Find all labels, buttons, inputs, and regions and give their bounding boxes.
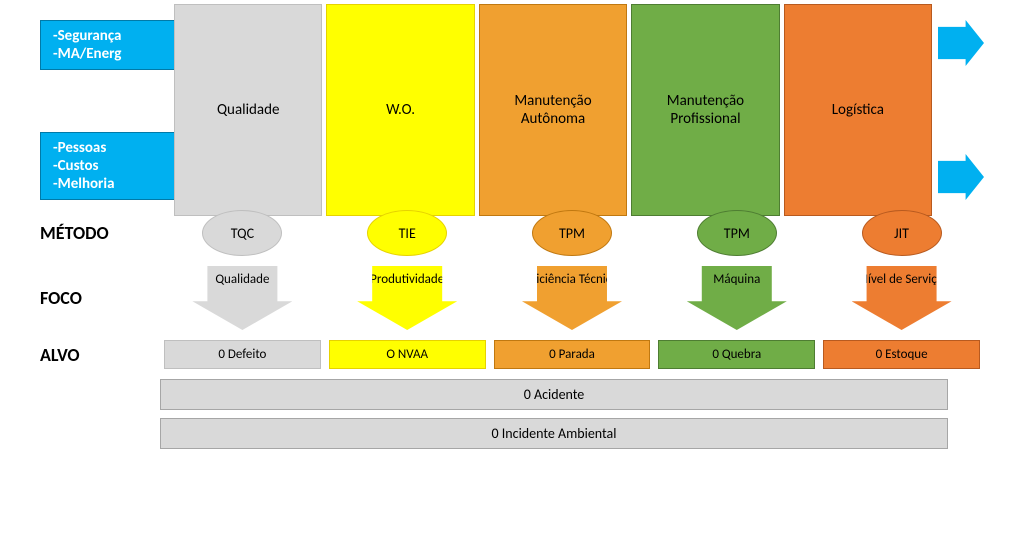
- foco-items: Qualidade Produtividade Eficiência Técnica…: [160, 266, 984, 330]
- alvo-bar: 0 Acidente: [160, 379, 948, 410]
- input-box-top: -Segurança-MA/Energ: [40, 20, 176, 70]
- pillars: QualidadeW.O.Manutenção AutônomaManutenç…: [172, 20, 934, 200]
- arrow-right-icon: [938, 20, 984, 66]
- foco-arrow: Qualidade: [192, 266, 292, 330]
- metodo-items: TQC TIE TPM TPM JIT: [160, 210, 984, 256]
- alvo-box: 0 Defeito: [164, 340, 321, 369]
- metodo-oval: TPM: [697, 210, 777, 256]
- input-box-bottom: -Pessoas-Custos-Melhoria: [40, 132, 176, 200]
- arrow-right-icon: [938, 154, 984, 200]
- alvo-box: 0 Estoque: [823, 340, 980, 369]
- output-arrows: [934, 20, 984, 200]
- foco-row: FOCO Qualidade Produtividade Eficiência Té…: [40, 266, 984, 330]
- alvo-bars: 0 Acidente 0 Incidente Ambiental: [160, 379, 984, 449]
- pillar: Logística: [784, 4, 932, 216]
- row-label-foco: FOCO: [40, 287, 160, 309]
- row-label-alvo: ALVO: [40, 344, 160, 366]
- metodo-oval: TIE: [367, 210, 447, 256]
- metodo-oval: TQC: [202, 210, 282, 256]
- row-label-metodo: MÉTODO: [40, 222, 160, 244]
- foco-arrow: Nível de Serviço: [852, 266, 952, 330]
- pillar: Manutenção Profissional: [631, 4, 779, 216]
- metodo-row: MÉTODO TQC TIE TPM TPM JIT: [40, 210, 984, 256]
- alvo-box: 0 Parada: [494, 340, 651, 369]
- metodo-oval: JIT: [862, 210, 942, 256]
- foco-arrow: Eficiência Técnica: [522, 266, 622, 330]
- alvo-row: ALVO 0 Defeito O NVAA 0 Parada0 Quebra 0 Es…: [40, 340, 984, 369]
- alvo-box: O NVAA: [329, 340, 486, 369]
- foco-arrow: Máquina: [687, 266, 787, 330]
- alvo-box: 0 Quebra: [658, 340, 815, 369]
- alvo-bar: 0 Incidente Ambiental: [160, 418, 948, 449]
- foco-arrow: Produtividade: [357, 266, 457, 330]
- pillar: Qualidade: [174, 4, 322, 216]
- pillar: Manutenção Autônoma: [479, 4, 627, 216]
- input-boxes: -Segurança-MA/Energ -Pessoas-Custos-Melh…: [40, 20, 176, 200]
- pillar: W.O.: [326, 4, 474, 216]
- alvo-items: 0 Defeito O NVAA 0 Parada0 Quebra 0 Estoque: [160, 340, 984, 369]
- metodo-oval: TPM: [532, 210, 612, 256]
- pillar-row: -Segurança-MA/Energ -Pessoas-Custos-Melh…: [40, 20, 984, 200]
